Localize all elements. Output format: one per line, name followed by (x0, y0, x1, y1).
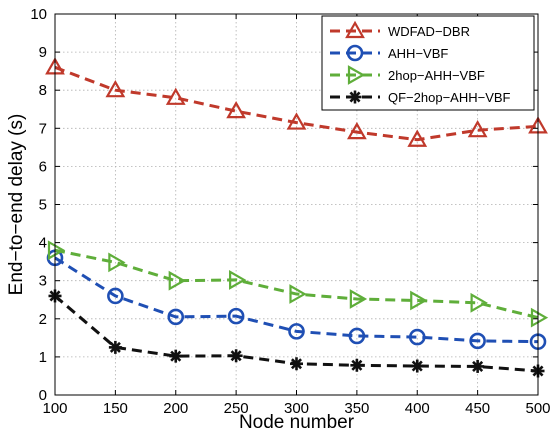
data-point-marker (47, 240, 66, 261)
data-point-marker (229, 270, 247, 290)
y-tick-label: 3 (39, 273, 47, 290)
y-tick-label: 9 (39, 44, 47, 61)
x-tick-label: 450 (465, 400, 490, 417)
data-point-marker (165, 87, 186, 105)
legend-marker-0 (345, 20, 365, 39)
data-point-marker (471, 359, 485, 373)
data-point-marker (349, 289, 368, 309)
data-point-marker (467, 119, 488, 138)
x-tick-label: 350 (344, 400, 369, 417)
data-point-marker (530, 307, 549, 328)
data-point-marker (410, 359, 424, 373)
y-tick-label: 6 (39, 158, 47, 175)
legend-marker-2 (347, 65, 366, 85)
data-point-marker (227, 307, 245, 325)
data-point-marker (167, 308, 185, 326)
data-point-marker (107, 287, 124, 305)
legend: WDFAD−DBR AHH−VBF 2hop−AHH−VBF QF−2hop−AHH−… (321, 15, 535, 111)
x-tick-label: 150 (103, 400, 128, 417)
legend-marker-3 (348, 90, 362, 104)
x-tick-label: 500 (525, 400, 550, 417)
data-point-marker (350, 358, 364, 372)
legend-label-2: 2hop−AHH−VBF (388, 68, 485, 83)
data-point-marker (108, 340, 122, 354)
data-point-marker (105, 79, 126, 98)
data-point-marker (408, 328, 426, 346)
data-point-marker (470, 292, 488, 313)
series-line-1 (54, 256, 539, 344)
data-point-marker (229, 349, 243, 363)
data-point-marker (289, 284, 307, 304)
series-layer (45, 57, 549, 378)
data-point-marker (346, 121, 367, 140)
data-point-marker (288, 323, 305, 340)
x-axis-label: Node number (239, 412, 355, 433)
legend-label-3: QF−2hop−AHH−VBF (388, 90, 511, 105)
data-point-marker (226, 100, 247, 119)
data-point-marker (469, 332, 486, 350)
series-line-2 (54, 248, 539, 320)
y-tick-label: 8 (39, 82, 47, 99)
y-tick-label: 0 (39, 387, 47, 404)
data-point-marker (168, 270, 186, 291)
y-tick-label: 10 (30, 6, 47, 23)
y-tick-label: 5 (39, 197, 47, 214)
axis-ticks: 0 1 2 3 4 5 6 7 8 9 10 100 150 200 250 300 350 400 450 500 (30, 6, 550, 417)
x-tick-label: 250 (224, 400, 249, 417)
series-line-0 (54, 65, 539, 142)
data-point-marker (348, 327, 366, 345)
legend-label-1: AHH−VBF (388, 46, 448, 61)
x-tick-label: 300 (284, 400, 309, 417)
x-tick-label: 100 (42, 400, 67, 417)
y-tick-label: 4 (39, 235, 47, 252)
data-point-marker (410, 290, 428, 311)
legend-label-0: WDFAD−DBR (388, 24, 470, 39)
y-tick-label: 2 (39, 311, 47, 328)
legend-marker-1 (346, 44, 364, 62)
x-tick-label: 200 (163, 400, 188, 417)
data-point-marker (108, 252, 126, 273)
data-point-marker (407, 129, 428, 147)
y-axis-label: End−to−end delay (s) (6, 114, 27, 296)
data-point-marker (290, 357, 303, 371)
y-tick-label: 7 (39, 120, 47, 137)
data-point-marker (286, 112, 307, 130)
x-tick-label: 400 (405, 400, 430, 417)
data-point-marker (169, 349, 183, 363)
y-tick-label: 1 (39, 349, 47, 366)
